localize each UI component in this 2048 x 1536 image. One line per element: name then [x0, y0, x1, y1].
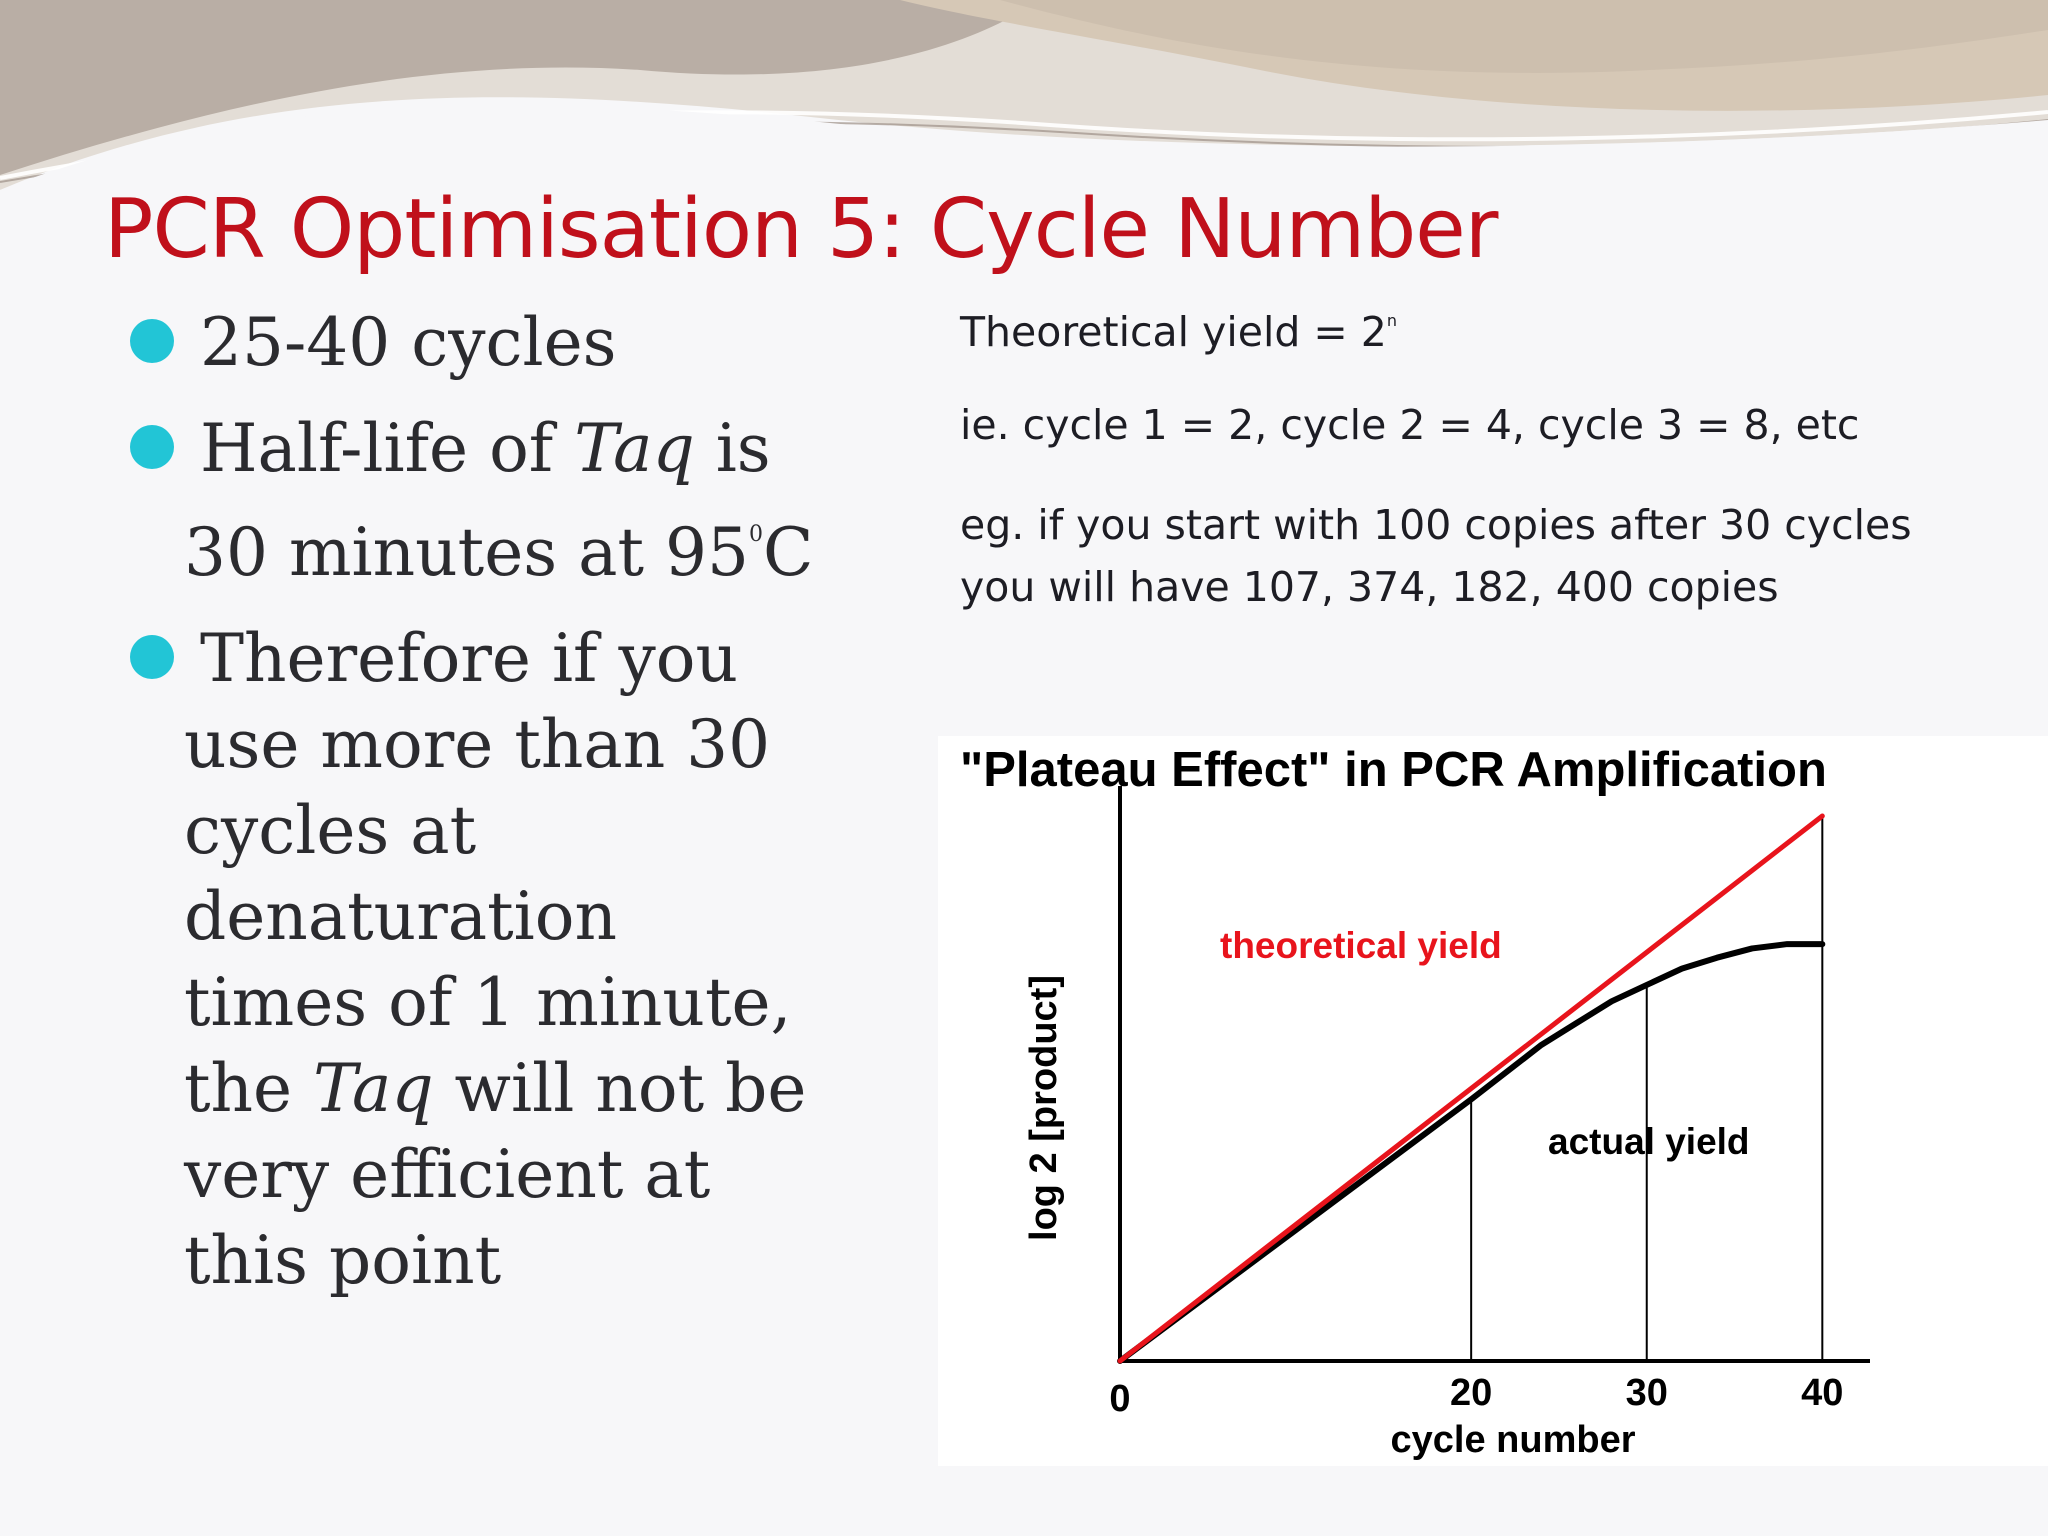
plateau-effect-chart: "Plateau Effect" in PCR Amplification lo…	[938, 736, 2048, 1466]
y-axis-label: log 2 [product]	[1023, 975, 1065, 1241]
x-tick-label: 20	[1450, 1372, 1492, 1414]
bullet-text: 25-40 cycles	[200, 304, 617, 381]
bullet-text: will not be	[433, 1050, 807, 1127]
series-line-theoretical-yield	[1117, 813, 1825, 1364]
bullet-line: this point	[184, 1222, 502, 1299]
bullet-continuation: 30 minutes at 950C	[184, 492, 850, 596]
bullet-line: denaturation	[184, 878, 617, 955]
bullet-list: 25-40 cycles Half-life of Taq is 30 minu…	[130, 300, 850, 1304]
degree-superscript: 0	[748, 522, 763, 547]
bullet-line: times of 1 minute,	[184, 964, 792, 1041]
bullet-text: Therefore if you	[200, 620, 738, 697]
bullet-text: 30 minutes at 95	[184, 514, 749, 591]
bullet-line: very efficient at	[184, 1136, 711, 1213]
header-swoosh-decoration	[0, 0, 2048, 240]
bullet-text: is	[694, 410, 771, 487]
x-tick-label: 40	[1801, 1372, 1843, 1414]
series-line-actual-yield	[1117, 941, 1826, 1364]
bullet-text-italic: Taq	[574, 410, 695, 487]
bullet-line: the Taq will not be	[184, 1046, 850, 1132]
x-tick-label: 30	[1626, 1372, 1668, 1414]
actual-yield-annotation: actual yield	[1548, 1121, 1750, 1162]
bullet-dot-icon	[130, 635, 174, 679]
theoretical-yield-annotation: theoretical yield	[1220, 925, 1502, 966]
bullet-dot-icon	[130, 425, 174, 469]
bullet-text: the	[184, 1050, 314, 1127]
x-tick-label: 0	[1109, 1378, 1130, 1420]
cycle-example: ie. cycle 1 = 2, cycle 2 = 4, cycle 3 = …	[960, 401, 1860, 449]
page-title: PCR Optimisation 5: Cycle Number	[104, 182, 1498, 277]
formula-exponent: n	[1386, 311, 1398, 330]
copies-example-line: eg. if you start with 100 copies after 3…	[960, 501, 1912, 549]
bullet-line: cycles at	[184, 792, 477, 869]
bullet-dot-icon	[130, 319, 174, 363]
bullet-continuation: use more than 30 cycles at denaturation …	[184, 702, 850, 1304]
bullet-text-italic: Taq	[313, 1050, 434, 1127]
copies-example: eg. if you start with 100 copies after 3…	[960, 494, 1912, 618]
bullet-text: C	[762, 514, 814, 591]
bullet-item: 25-40 cycles	[130, 300, 850, 386]
theoretical-yield-formula: Theoretical yield = 2n	[960, 308, 1397, 356]
chart-title: "Plateau Effect" in PCR Amplification	[960, 743, 1827, 797]
bullet-line: use more than 30	[184, 706, 771, 783]
x-axis-label: cycle number	[1391, 1419, 1636, 1461]
bullet-item: Therefore if you use more than 30 cycles…	[130, 616, 850, 1304]
bullet-item: Half-life of Taq is 30 minutes at 950C	[130, 406, 850, 596]
formula-text: Theoretical yield = 2	[960, 308, 1387, 356]
copies-example-line: you will have 107, 374, 182, 400 copies	[960, 563, 1779, 611]
bullet-text: Half-life of	[200, 410, 575, 487]
chart-canvas: "Plateau Effect" in PCR Amplification lo…	[960, 743, 1870, 1461]
